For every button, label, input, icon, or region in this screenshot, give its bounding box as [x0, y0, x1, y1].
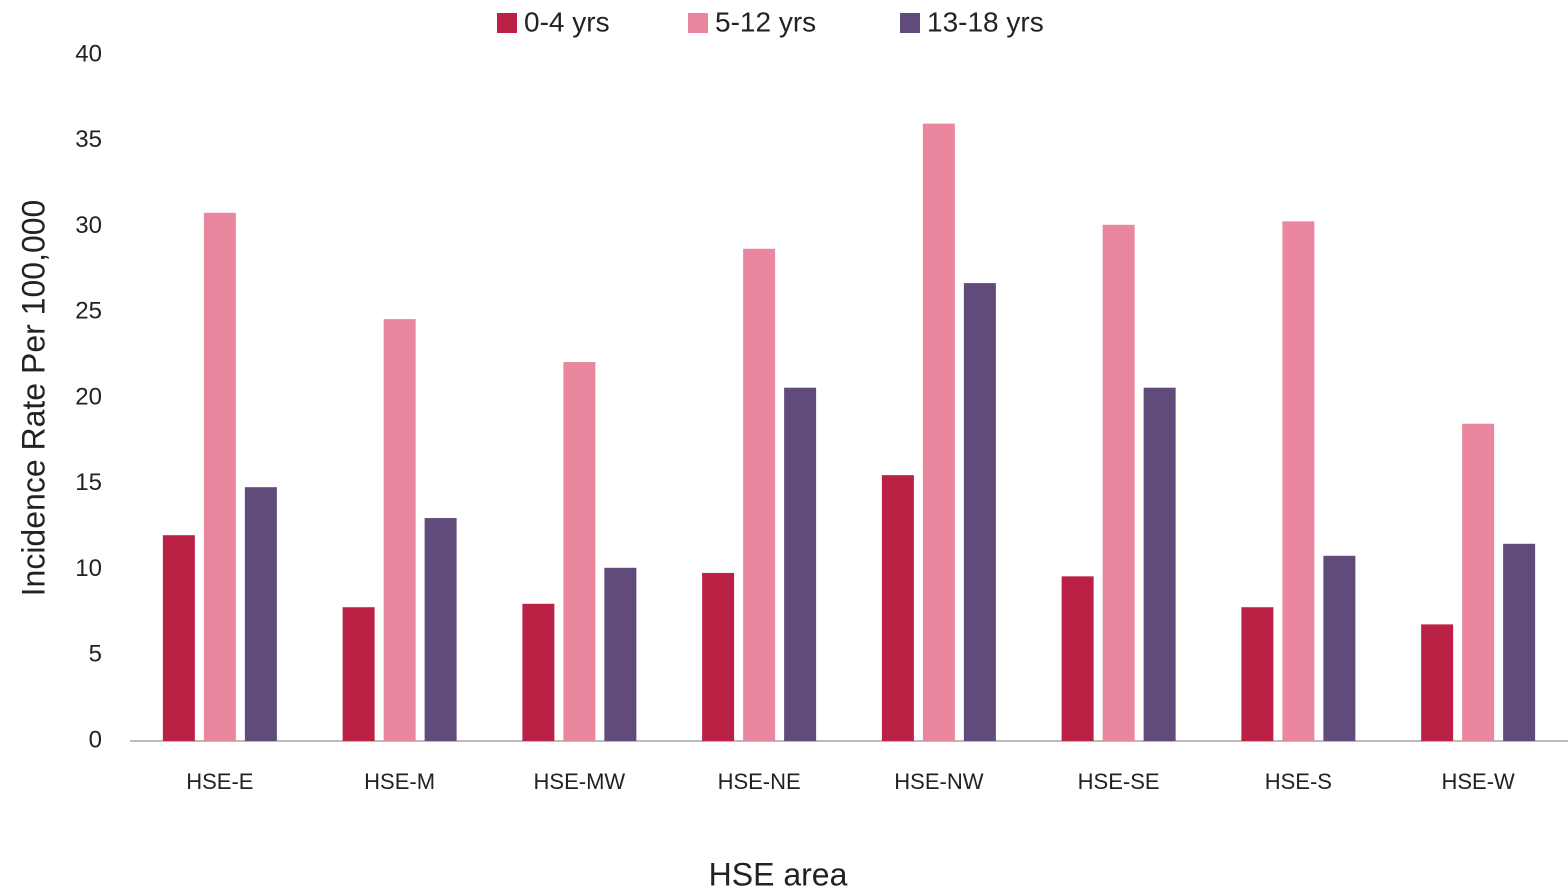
- bar: [1323, 555, 1356, 741]
- bar: [922, 123, 955, 742]
- legend-label: 13-18 yrs: [927, 6, 1044, 37]
- bar: [881, 475, 914, 741]
- x-tick-label: HSE-NE: [718, 769, 801, 794]
- x-axis-title: HSE area: [709, 856, 848, 892]
- legend-swatch: [497, 13, 517, 33]
- y-tick-label: 20: [75, 383, 102, 410]
- x-tick-label: HSE-NW: [894, 769, 983, 794]
- x-tick-label: HSE-SE: [1078, 769, 1160, 794]
- bar: [162, 535, 195, 741]
- legend-swatch: [688, 13, 708, 33]
- bar: [1462, 423, 1495, 741]
- y-tick-label: 25: [75, 298, 102, 325]
- bar: [383, 319, 416, 741]
- bar: [1282, 221, 1315, 742]
- bar: [784, 387, 817, 741]
- y-tick-label: 40: [75, 40, 102, 67]
- bar: [743, 248, 776, 742]
- x-tick-label: HSE-MW: [534, 769, 626, 794]
- legend-swatch: [900, 13, 920, 33]
- bar: [1241, 607, 1274, 741]
- legend-label: 5-12 yrs: [715, 6, 816, 37]
- x-tick-label: HSE-M: [364, 769, 435, 794]
- bar: [963, 283, 996, 741]
- bar: [1102, 224, 1135, 741]
- y-tick-label: 5: [89, 641, 102, 668]
- bar: [424, 518, 457, 741]
- bar: [522, 603, 555, 741]
- x-tick-label: HSE-S: [1265, 769, 1332, 794]
- legend-label: 0-4 yrs: [524, 6, 610, 37]
- bar: [1143, 387, 1176, 741]
- y-tick-label: 15: [75, 469, 102, 496]
- x-tick-label: HSE-E: [186, 769, 253, 794]
- y-tick-label: 0: [89, 726, 102, 753]
- bar: [604, 567, 637, 741]
- y-axis-title: Incidence Rate Per 100,000: [15, 200, 51, 597]
- x-tick-label: HSE-W: [1441, 769, 1515, 794]
- bar: [1503, 543, 1536, 741]
- bar: [1061, 576, 1094, 741]
- bar: [203, 212, 236, 741]
- bar: [342, 607, 375, 741]
- bar: [244, 487, 277, 741]
- y-tick-label: 35: [75, 126, 102, 153]
- bar: [1421, 624, 1454, 741]
- y-tick-label: 10: [75, 555, 102, 582]
- bar: [563, 361, 596, 741]
- y-tick-label: 30: [75, 212, 102, 239]
- bar: [702, 572, 735, 741]
